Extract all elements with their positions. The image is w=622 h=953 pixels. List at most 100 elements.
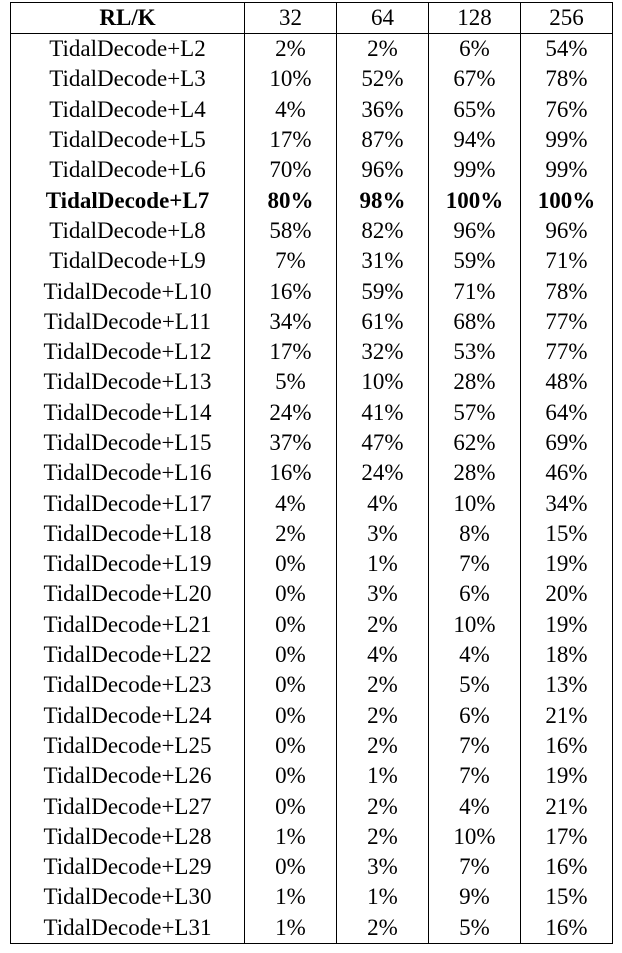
table-row: TidalDecode+L13 5% 10% 28% 48% (10, 367, 613, 398)
cell-value-k32: 5% (244, 367, 337, 398)
cell-value-k32: 0% (244, 639, 337, 671)
cell-value-k64: 31% (336, 246, 429, 277)
cell-value-k64: 82% (336, 215, 429, 247)
cell-value-k32: 0% (244, 791, 337, 822)
row-label: TidalDecode+L19 (10, 549, 245, 580)
cell-value-k128: 8% (428, 518, 521, 550)
cell-value-k128: 28% (428, 367, 521, 398)
row-label: TidalDecode+L30 (10, 882, 245, 913)
cell-value-k64: 2% (336, 912, 429, 944)
row-label: TidalDecode+L28 (10, 821, 245, 853)
header-rl-k: RL/K (10, 2, 245, 34)
cell-value-k32: 0% (244, 579, 337, 610)
table-row: TidalDecode+L18 2% 3% 8% 15% (10, 518, 613, 550)
table-row: TidalDecode+L25 0% 2% 7% 16% (10, 730, 613, 762)
row-label: TidalDecode+L5 (10, 124, 245, 156)
table-row: TidalDecode+L5 17% 87% 94% 99% (10, 124, 613, 156)
cell-value-k256: 19% (520, 761, 613, 792)
cell-value-k128: 4% (428, 639, 521, 671)
cell-value-k32: 0% (244, 609, 337, 640)
cell-value-k256: 13% (520, 670, 613, 701)
cell-value-k64: 4% (336, 488, 429, 519)
cell-value-k128: 5% (428, 912, 521, 944)
cell-value-k32: 1% (244, 912, 337, 944)
table-row: TidalDecode+L14 24% 41% 57% 64% (10, 397, 613, 428)
cell-value-k64: 1% (336, 761, 429, 792)
cell-value-k128: 94% (428, 124, 521, 156)
table-row: TidalDecode+L4 4% 36% 65% 76% (10, 94, 613, 125)
cell-value-k256: 54% (520, 33, 613, 65)
cell-value-k256: 77% (520, 336, 613, 368)
cell-value-k64: 2% (336, 821, 429, 853)
cell-value-k32: 24% (244, 397, 337, 428)
cell-value-k64: 2% (336, 33, 429, 65)
cell-value-k32: 0% (244, 670, 337, 701)
table-row: TidalDecode+L24 0% 2% 6% 21% (10, 700, 613, 731)
table-row: TidalDecode+L6 70% 96% 99% 99% (10, 155, 613, 186)
row-label: TidalDecode+L16 (10, 458, 245, 489)
table-row: TidalDecode+L30 1% 1% 9% 15% (10, 882, 613, 913)
cell-value-k256: 77% (520, 306, 613, 337)
cell-value-k32: 0% (244, 730, 337, 762)
table-row: TidalDecode+L17 4% 4% 10% 34% (10, 488, 613, 519)
cell-value-k128: 7% (428, 730, 521, 762)
cell-value-k128: 65% (428, 94, 521, 125)
cell-value-k32: 2% (244, 518, 337, 550)
cell-value-k128: 68% (428, 306, 521, 337)
cell-value-k64: 32% (336, 336, 429, 368)
cell-value-k32: 17% (244, 124, 337, 156)
cell-value-k64: 59% (336, 276, 429, 307)
cell-value-k128: 96% (428, 215, 521, 247)
cell-value-k64: 41% (336, 397, 429, 428)
row-label: TidalDecode+L13 (10, 367, 245, 398)
cell-value-k256: 17% (520, 821, 613, 853)
results-table: RL/K 32 64 128 256 TidalDecode+L2 2% 2% 6% 5… (10, 2, 613, 944)
row-label: TidalDecode+L3 (10, 64, 245, 95)
cell-value-k128: 10% (428, 488, 521, 519)
cell-value-k32: 1% (244, 821, 337, 853)
header-k-64: 64 (336, 2, 429, 34)
cell-value-k256: 96% (520, 215, 613, 247)
cell-value-k32: 4% (244, 488, 337, 519)
cell-value-k32: 80% (244, 185, 337, 216)
table-row: TidalDecode+L29 0% 3% 7% 16% (10, 852, 613, 883)
cell-value-k64: 3% (336, 852, 429, 883)
cell-value-k256: 78% (520, 276, 613, 307)
cell-value-k256: 18% (520, 639, 613, 671)
cell-value-k32: 0% (244, 700, 337, 731)
cell-value-k256: 48% (520, 367, 613, 398)
cell-value-k128: 99% (428, 155, 521, 186)
cell-value-k32: 4% (244, 94, 337, 125)
row-label: TidalDecode+L20 (10, 579, 245, 610)
cell-value-k256: 100% (520, 185, 613, 216)
table-row: TidalDecode+L28 1% 2% 10% 17% (10, 821, 613, 853)
table-row: TidalDecode+L21 0% 2% 10% 19% (10, 609, 613, 640)
cell-value-k256: 16% (520, 730, 613, 762)
cell-value-k64: 87% (336, 124, 429, 156)
cell-value-k32: 0% (244, 852, 337, 883)
cell-value-k128: 10% (428, 609, 521, 640)
table-row: TidalDecode+L19 0% 1% 7% 19% (10, 549, 613, 580)
cell-value-k256: 99% (520, 155, 613, 186)
row-label: TidalDecode+L12 (10, 336, 245, 368)
cell-value-k32: 34% (244, 306, 337, 337)
table-row: TidalDecode+L2 2% 2% 6% 54% (10, 33, 613, 65)
cell-value-k256: 15% (520, 518, 613, 550)
cell-value-k128: 59% (428, 246, 521, 277)
cell-value-k128: 6% (428, 579, 521, 610)
cell-value-k32: 0% (244, 761, 337, 792)
cell-value-k128: 10% (428, 821, 521, 853)
cell-value-k128: 71% (428, 276, 521, 307)
cell-value-k128: 62% (428, 427, 521, 459)
cell-value-k256: 78% (520, 64, 613, 95)
cell-value-k256: 21% (520, 700, 613, 731)
cell-value-k32: 70% (244, 155, 337, 186)
cell-value-k128: 57% (428, 397, 521, 428)
cell-value-k256: 76% (520, 94, 613, 125)
cell-value-k32: 17% (244, 336, 337, 368)
cell-value-k256: 20% (520, 579, 613, 610)
row-label: TidalDecode+L9 (10, 246, 245, 277)
cell-value-k256: 99% (520, 124, 613, 156)
row-label: TidalDecode+L22 (10, 639, 245, 671)
table-row: TidalDecode+L23 0% 2% 5% 13% (10, 670, 613, 701)
